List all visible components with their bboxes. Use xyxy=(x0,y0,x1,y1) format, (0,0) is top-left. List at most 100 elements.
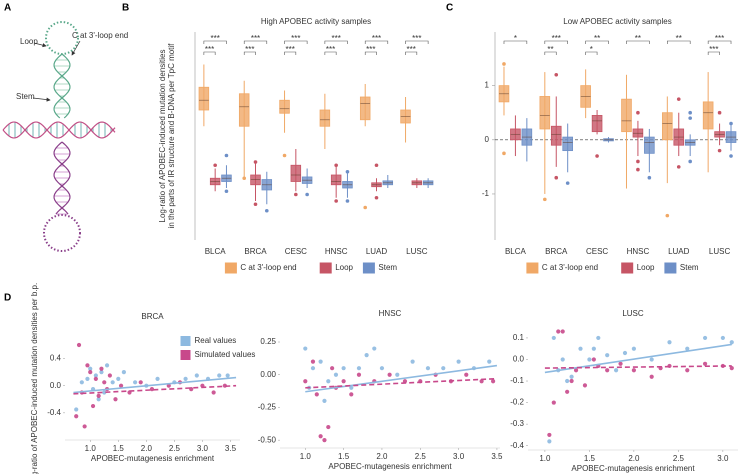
outlier xyxy=(636,167,640,172)
x-tick-label: 2.0 xyxy=(376,452,388,461)
point xyxy=(569,378,574,384)
helix-strand xyxy=(53,141,71,215)
chart-title: BRCA xyxy=(141,312,164,321)
point xyxy=(605,353,610,358)
x-tick-label: 1.0 xyxy=(85,444,97,453)
x-tick-label: CESC xyxy=(586,247,608,256)
diagram-label: Stem xyxy=(16,92,35,101)
point xyxy=(85,376,90,382)
point xyxy=(631,346,636,351)
significance-bracket xyxy=(203,51,216,55)
point xyxy=(88,366,93,371)
outlier xyxy=(565,181,570,185)
significance-label: *** xyxy=(291,34,300,43)
y-tick-label: 0.1 xyxy=(513,333,525,342)
point xyxy=(491,379,496,384)
helix-strand xyxy=(53,53,71,119)
point xyxy=(591,346,596,351)
outlier xyxy=(345,199,350,203)
x-tick-label: CESC xyxy=(285,247,307,256)
significance-label: *** xyxy=(210,34,219,43)
y-tick-label: -1 xyxy=(482,189,490,198)
point xyxy=(729,340,734,345)
point xyxy=(356,366,362,371)
point xyxy=(314,392,319,397)
point xyxy=(166,383,171,388)
legend-swatch xyxy=(180,350,191,360)
significance-label: *** xyxy=(331,34,340,43)
point xyxy=(104,363,110,368)
point xyxy=(685,368,690,373)
y-tick-label: 0.0 xyxy=(513,355,525,364)
legend-label: Real values xyxy=(195,336,237,345)
outlier xyxy=(676,97,681,101)
significance-bracket xyxy=(707,51,720,55)
legend-swatch xyxy=(224,262,237,274)
significance-label: *** xyxy=(709,45,718,54)
significance-label: *** xyxy=(412,34,421,43)
box xyxy=(290,164,302,182)
y-tick-label: -0.4 xyxy=(510,441,524,450)
point xyxy=(118,383,124,388)
point xyxy=(310,359,316,364)
point xyxy=(582,383,588,388)
point xyxy=(96,397,101,402)
trend-line xyxy=(73,384,237,395)
point xyxy=(326,424,331,430)
box xyxy=(539,96,551,130)
point xyxy=(547,439,552,444)
outlier xyxy=(717,110,722,115)
x-tick-label: BLCA xyxy=(505,247,527,256)
chart-title: Low APOBEC activity samples xyxy=(563,17,671,26)
point xyxy=(464,372,469,377)
outlier xyxy=(264,208,269,213)
x-axis-label: APOBEC-mutagenesis enrichment xyxy=(91,454,215,463)
significance-bracket xyxy=(284,51,297,55)
box xyxy=(562,136,573,152)
x-tick-label: 3.5 xyxy=(225,444,237,453)
point xyxy=(217,373,222,378)
x-axis-label: APOBEC-mutagenesis enrichment xyxy=(328,462,452,471)
point xyxy=(303,379,308,384)
legend-swatch xyxy=(664,262,677,274)
legend-label: Loop xyxy=(637,263,655,272)
significance-label: *** xyxy=(205,45,214,54)
point xyxy=(82,424,87,429)
significance-label: *** xyxy=(715,34,724,43)
outlier xyxy=(213,163,217,168)
point xyxy=(349,385,354,390)
point xyxy=(310,366,316,371)
x-tick-label: 3.0 xyxy=(197,444,209,453)
point xyxy=(387,372,392,377)
significance-label: ** xyxy=(676,34,682,43)
point xyxy=(318,359,323,364)
point xyxy=(113,397,118,402)
x-tick-label: 1.0 xyxy=(300,452,312,461)
significance-bracket xyxy=(243,40,268,44)
point xyxy=(149,386,155,392)
legend-swatch xyxy=(526,262,539,274)
significance-bracket xyxy=(707,40,732,44)
panel-label: D xyxy=(4,293,11,304)
x-tick-label: 3.0 xyxy=(717,454,729,463)
x-tick-label: BRCA xyxy=(244,247,267,256)
point xyxy=(341,366,346,371)
significance-label: ** xyxy=(547,45,553,54)
box xyxy=(279,99,290,114)
significance-label: ** xyxy=(635,34,641,43)
chart-title: LUSC xyxy=(622,309,644,318)
significance-bracket xyxy=(243,51,256,55)
significance-bracket xyxy=(626,40,650,44)
x-tick-label: 2.0 xyxy=(141,444,153,453)
y-axis-label: Log-ratio of APOBEC-induced mutation den… xyxy=(158,50,167,223)
significance-bracket xyxy=(585,40,609,44)
outlier xyxy=(294,192,298,197)
y-axis-label: Log-ratio of APOBEC-induced mutation den… xyxy=(30,283,39,474)
point xyxy=(720,335,725,341)
legend-label: Stem xyxy=(378,263,397,272)
point xyxy=(74,407,79,412)
box xyxy=(330,174,342,186)
y-tick-label: -0.1 xyxy=(510,376,524,385)
point xyxy=(356,372,362,377)
point xyxy=(102,390,107,395)
